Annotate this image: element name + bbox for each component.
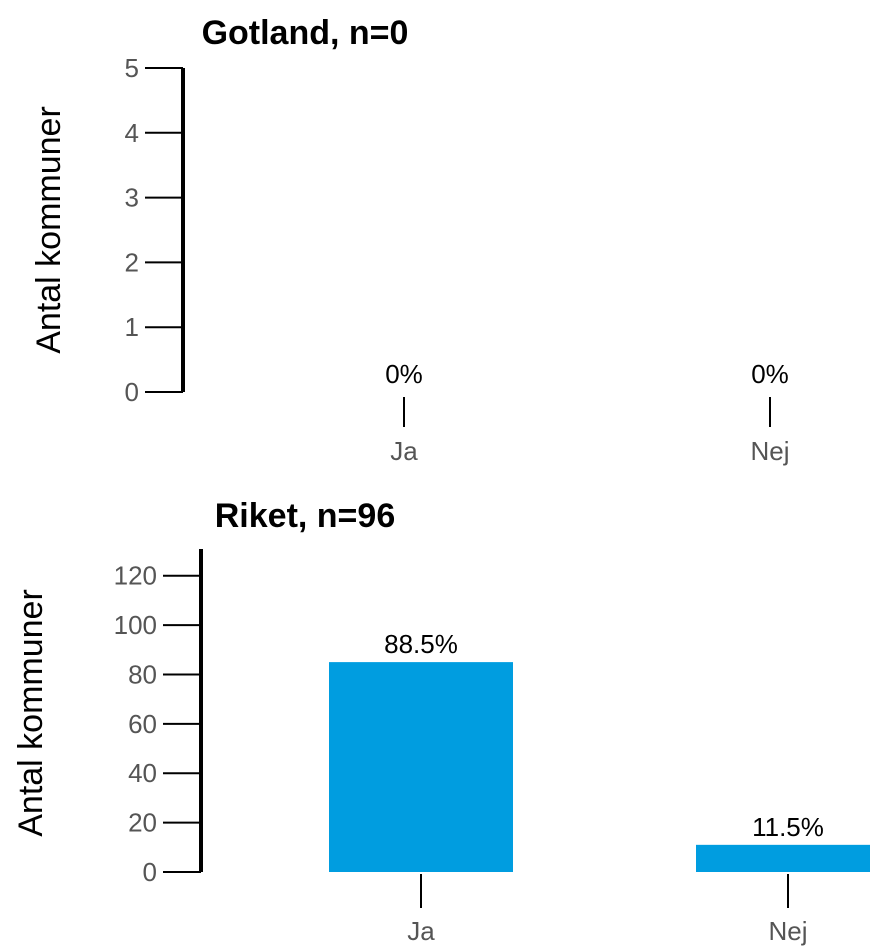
y-tick-label: 0 (125, 377, 139, 407)
data-label-nej: 11.5% (752, 812, 824, 842)
y-axis-ticks: 0 1 2 3 4 5 (125, 53, 183, 407)
x-axis-ticks: Ja Nej (407, 874, 808, 946)
y-tick-label: 2 (125, 247, 139, 277)
data-labels: 0% 0% (385, 359, 789, 389)
chart-gotland: Gotland, n=0 Antal kommuner 0 1 2 3 4 5 0% 0% … (30, 14, 790, 466)
y-tick-label: 5 (125, 53, 139, 83)
y-tick-label: 80 (128, 659, 157, 689)
y-tick-label: 4 (125, 118, 139, 148)
x-tick-label: Ja (390, 436, 418, 466)
y-tick-label: 1 (125, 312, 139, 342)
chart-title: Riket, n=96 (215, 497, 395, 535)
data-label-nej: 0% (751, 359, 789, 389)
y-tick-label: 40 (128, 758, 157, 788)
y-axis-label: Antal kommuner (30, 106, 68, 354)
bar-ja (329, 662, 513, 872)
y-tick-label: 60 (128, 709, 157, 739)
y-tick-label: 3 (125, 183, 139, 213)
data-label-ja: 0% (385, 359, 423, 389)
y-tick-label: 120 (114, 561, 157, 591)
data-labels: 88.5% 11.5% (384, 629, 824, 842)
y-tick-label: 100 (114, 610, 157, 640)
bar-nej (696, 844, 870, 872)
y-tick-label: 20 (128, 808, 157, 838)
y-tick-label: 0 (143, 857, 157, 887)
x-axis-ticks: Ja Nej (390, 397, 790, 466)
x-tick-label: Ja (407, 916, 435, 946)
x-tick-label: Nej (750, 436, 789, 466)
chart-riket: Riket, n=96 Antal kommuner 0 20 40 60 80 100 1… (12, 497, 870, 946)
y-axis-ticks: 0 20 40 60 80 100 120 (114, 561, 201, 887)
bars (329, 662, 870, 872)
data-label-ja: 88.5% (384, 629, 458, 659)
chart-title: Gotland, n=0 (202, 14, 409, 52)
y-axis-label: Antal kommuner (12, 589, 50, 837)
x-tick-label: Nej (768, 916, 807, 946)
